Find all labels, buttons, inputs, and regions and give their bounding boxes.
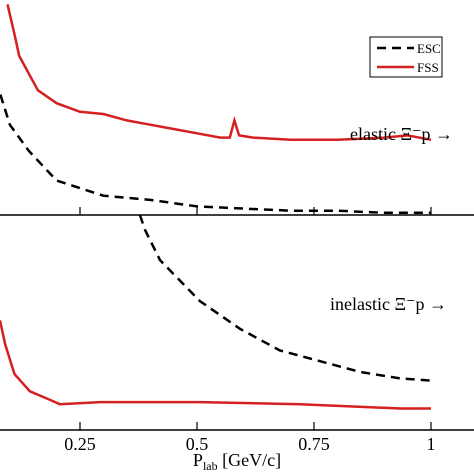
series-line bbox=[138, 214, 432, 382]
series-line bbox=[6, 4, 432, 142]
x-axis-label-main: P bbox=[193, 450, 203, 470]
x-tick-label: 0.75 bbox=[298, 434, 330, 454]
annotation: elastic Ξ⁻p → bbox=[350, 124, 453, 144]
series-line bbox=[0, 94, 431, 215]
x-axis-label-unit: [GeV/c] bbox=[218, 450, 281, 470]
x-tick-label: 0.5 bbox=[186, 434, 209, 454]
x-tick-label: 1 bbox=[427, 434, 436, 454]
annotation: inelastic Ξ⁻p → bbox=[330, 294, 447, 314]
series-line bbox=[0, 320, 431, 410]
x-axis-label: Plab [GeV/c] bbox=[193, 450, 281, 473]
x-tick-label: 0.25 bbox=[64, 434, 96, 454]
legend-label: FSS bbox=[417, 60, 439, 75]
legend-label: ESC bbox=[417, 41, 441, 56]
legend-box bbox=[369, 36, 443, 78]
x-axis-label-sub: lab bbox=[203, 459, 218, 473]
